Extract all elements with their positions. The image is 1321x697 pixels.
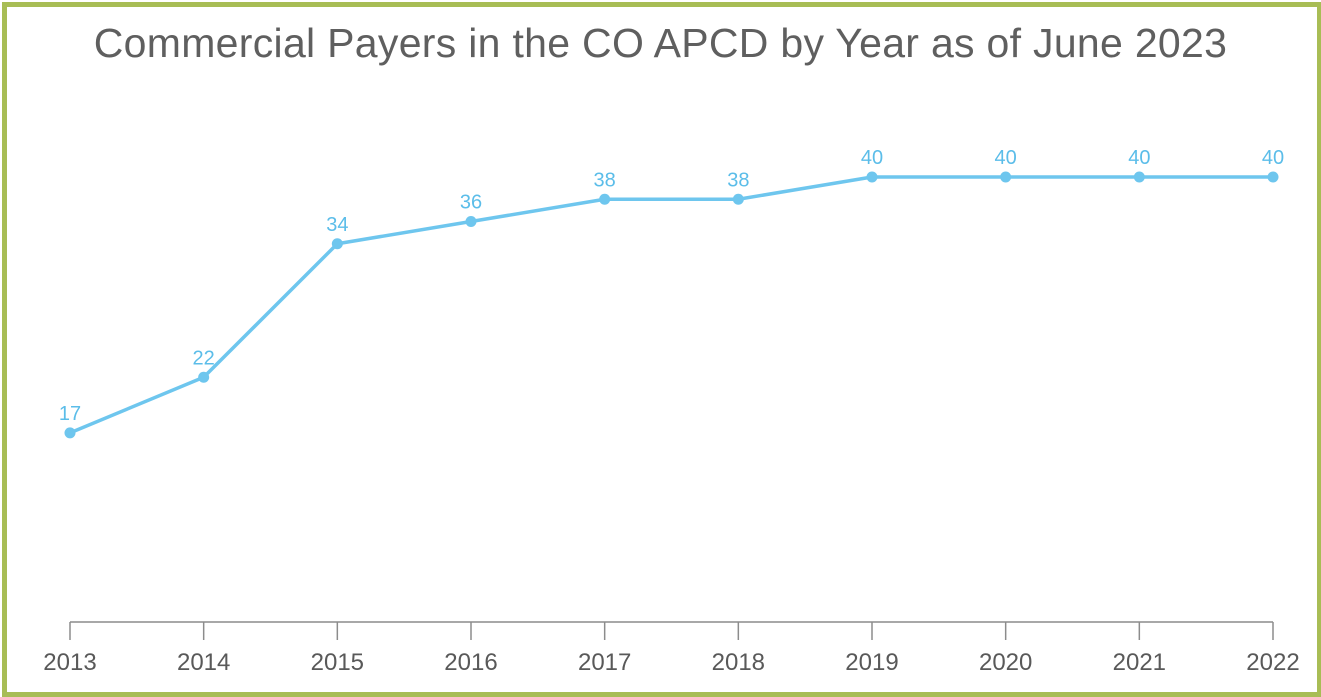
data-label: 40: [861, 147, 883, 169]
data-point: [465, 216, 477, 227]
data-label: 40: [1262, 147, 1284, 169]
series-line: [68, 175, 1275, 435]
data-point: [1267, 171, 1279, 183]
x-tick-label: 2015: [311, 649, 364, 676]
x-tick-label: 2017: [578, 649, 631, 676]
x-tick-label: 2019: [845, 649, 898, 676]
data-label: 17: [59, 403, 81, 425]
data-label: 40: [995, 147, 1017, 169]
series-layer: [64, 171, 1279, 439]
x-tick-label: 2022: [1246, 649, 1299, 676]
data-point: [1000, 171, 1012, 183]
data-label: 40: [1128, 147, 1150, 169]
data-label: 34: [326, 214, 348, 236]
data-labels: 17 22 34 36 38 38 40 40 40 40: [59, 147, 1284, 425]
x-tick-label: 2020: [979, 649, 1032, 676]
x-tick-label: 2021: [1113, 649, 1166, 676]
data-label: 22: [193, 347, 215, 369]
x-tick-label: 2018: [712, 649, 765, 676]
data-point: [64, 427, 76, 439]
data-label: 38: [727, 169, 749, 191]
data-point: [331, 238, 343, 250]
data-point: [198, 371, 210, 383]
data-label: 36: [460, 192, 482, 214]
chart-title: Commercial Payers in the CO APCD by Year…: [93, 20, 1228, 66]
data-label: 38: [594, 169, 616, 191]
x-tick-label: 2013: [43, 649, 96, 676]
data-point: [732, 193, 744, 205]
x-axis: 2013 2014 2015 2016 2017 2018 2019 2020 2021 2022: [43, 621, 1300, 676]
data-point: [866, 171, 878, 183]
data-point: [1133, 171, 1145, 183]
data-point: [599, 193, 611, 205]
x-tick-label: 2016: [444, 649, 497, 676]
x-tick-label: 2014: [177, 649, 230, 676]
